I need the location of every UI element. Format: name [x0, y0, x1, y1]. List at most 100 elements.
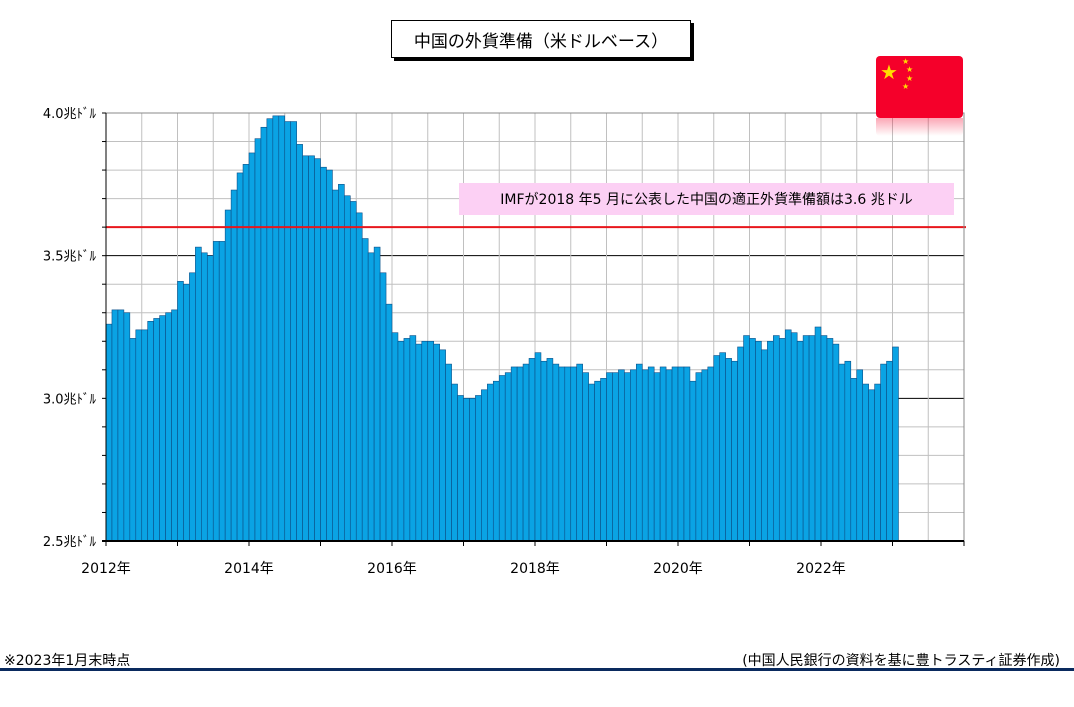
- bar: [725, 358, 732, 542]
- bar: [498, 375, 506, 542]
- y-tick-label: 3.0兆ﾄﾞﾙ: [43, 392, 97, 407]
- bar: [737, 346, 744, 542]
- bar: [868, 389, 875, 542]
- bar: [880, 363, 887, 542]
- footnote: ※2023年1月末時点: [4, 653, 131, 669]
- bar: [570, 366, 578, 542]
- bar: [761, 349, 768, 542]
- bar: [618, 369, 625, 542]
- x-tick-label: 2012年: [81, 561, 131, 577]
- bar: [439, 349, 446, 542]
- bar: [790, 332, 798, 542]
- bar: [802, 335, 810, 542]
- bar: [796, 340, 804, 542]
- bar: [582, 372, 589, 542]
- bar: [755, 340, 762, 542]
- bar: [576, 363, 583, 542]
- bar: [784, 329, 792, 542]
- bar: [183, 283, 190, 542]
- bar: [278, 115, 286, 542]
- bar: [892, 346, 899, 542]
- bar: [522, 363, 530, 542]
- bar: [647, 366, 655, 542]
- bar: [540, 360, 548, 542]
- bar: [177, 281, 184, 542]
- y-tick-label: 3.5兆ﾄﾞﾙ: [43, 250, 97, 265]
- bar: [117, 309, 125, 542]
- bar: [141, 329, 149, 542]
- bar: [159, 315, 166, 542]
- x-tick-label: 2020年: [653, 561, 703, 577]
- bar: [260, 126, 268, 542]
- bar: [481, 389, 488, 542]
- bar: [361, 238, 369, 542]
- bar: [862, 383, 869, 542]
- bar: [230, 189, 238, 542]
- bar: [105, 323, 113, 542]
- bar: [189, 272, 196, 542]
- bar: [338, 184, 345, 542]
- bar: [463, 398, 470, 542]
- bar: [457, 395, 464, 542]
- bar: [367, 252, 375, 542]
- bar: [171, 309, 178, 542]
- bar: [379, 272, 387, 542]
- bars: [105, 115, 899, 542]
- bar: [546, 358, 554, 542]
- bar: [302, 155, 309, 542]
- x-tick-label: 2014年: [224, 561, 274, 577]
- bar: [129, 338, 137, 542]
- bar: [701, 369, 709, 542]
- bar: [320, 166, 327, 542]
- bar: [212, 241, 220, 542]
- bar: [778, 338, 786, 542]
- source-note: (中国人民銀行の資料を基に豊トラスティ証券作成): [742, 653, 1060, 669]
- bar: [123, 312, 131, 542]
- bar: [433, 343, 440, 542]
- bar: [814, 326, 822, 542]
- bar: [349, 201, 357, 542]
- bar: [391, 332, 399, 542]
- bar: [612, 372, 619, 542]
- bar: [767, 340, 774, 542]
- bar: [874, 383, 881, 542]
- y-tick-label: 2.5兆ﾄﾞﾙ: [43, 535, 97, 550]
- bar: [308, 155, 315, 542]
- bar: [266, 118, 274, 542]
- bar: [624, 372, 631, 542]
- bar: [773, 335, 780, 542]
- bar: [558, 366, 566, 542]
- chart-title: 中国の外貨準備（米ドルベース）: [391, 20, 691, 58]
- bar: [344, 195, 351, 542]
- bar: [707, 366, 715, 542]
- bar: [719, 352, 726, 542]
- bar: [516, 366, 524, 542]
- bar: [659, 366, 667, 542]
- bar: [820, 335, 828, 542]
- bar: [218, 241, 226, 542]
- bar: [332, 189, 339, 542]
- bar: [355, 212, 363, 542]
- bar: [808, 335, 816, 542]
- bar: [290, 121, 297, 542]
- bar: [838, 363, 846, 542]
- x-tick-label: 2018年: [510, 561, 560, 577]
- bar: [373, 246, 381, 542]
- bar: [641, 369, 649, 542]
- bar: [635, 363, 643, 542]
- bar: [749, 338, 756, 542]
- bar: [206, 255, 214, 542]
- bar: [653, 372, 661, 542]
- bar: [427, 340, 435, 542]
- bar: [886, 360, 893, 542]
- axes: 2.5兆ﾄﾞﾙ 3.0兆ﾄﾞﾙ 3.5兆ﾄﾞﾙ 4.0兆ﾄﾞﾙ 2012年 2014年 20…: [43, 107, 965, 577]
- bar: [469, 398, 476, 542]
- bar: [147, 320, 154, 542]
- bar: [713, 355, 721, 542]
- bar: [242, 164, 250, 542]
- bar: [594, 380, 601, 542]
- bar: [534, 352, 542, 542]
- x-tick-label: 2022年: [796, 561, 846, 577]
- bar: [326, 169, 333, 542]
- y-tick-label: 4.0兆ﾄﾞﾙ: [43, 107, 97, 122]
